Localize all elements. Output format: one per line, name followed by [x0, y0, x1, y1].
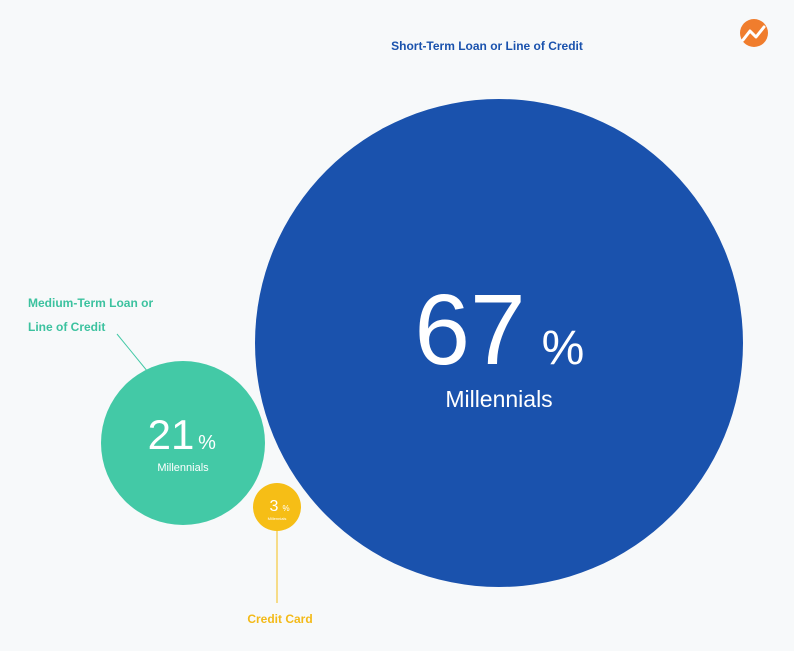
short-term-sublabel: Millennials — [445, 386, 552, 412]
short-term-unit: % — [542, 322, 585, 375]
medium-term-label-line-2: Line of Credit — [28, 320, 105, 334]
bubble-credit-card — [253, 483, 301, 531]
medium-term-label-line-1: Medium-Term Loan or — [28, 296, 153, 310]
credit-card-sublabel: Millennials — [268, 516, 287, 521]
medium-term-value: 21 — [148, 411, 195, 458]
credit-card-unit: % — [282, 504, 289, 513]
medium-term-leader-line — [116, 333, 149, 373]
medium-term-unit: % — [198, 432, 216, 454]
short-term-label: Short-Term Loan or Line of Credit — [391, 39, 583, 53]
credit-card-value: 3 — [270, 498, 279, 515]
short-term-value: 67 — [414, 274, 525, 386]
bubble-short-term — [255, 99, 743, 587]
medium-term-sublabel: Millennials — [157, 462, 209, 474]
bubble-medium-term — [101, 361, 265, 525]
credit-card-label: Credit Card — [247, 612, 312, 626]
trend-up-logo-icon — [740, 19, 768, 47]
